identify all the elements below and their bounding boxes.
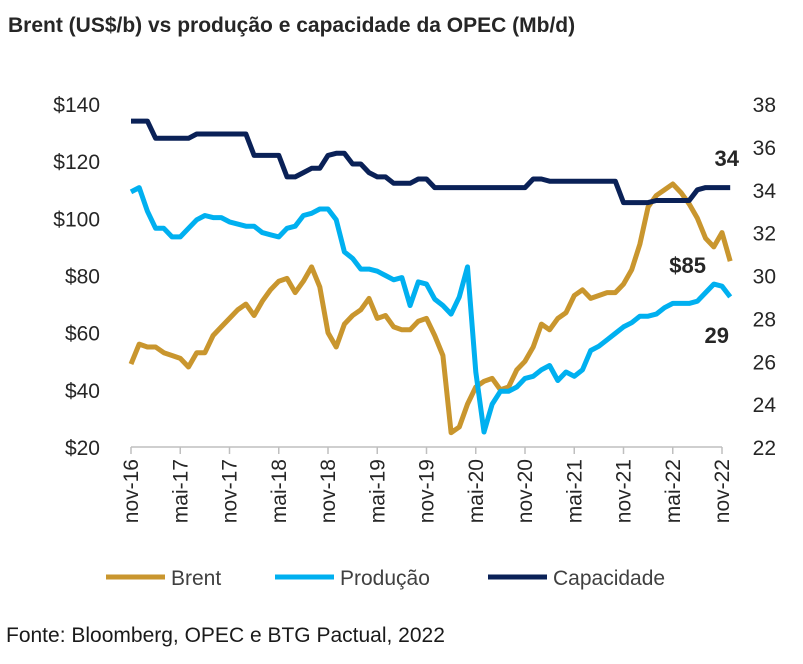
right-tick-label: 32 bbox=[753, 223, 776, 246]
x-tick-label: mai-22 bbox=[662, 459, 685, 523]
left-tick-label: $140 bbox=[53, 94, 100, 117]
left-axis: $20 $40 $60 $80 $100 $120 $140 bbox=[53, 94, 100, 460]
series-line-brent bbox=[128, 181, 733, 436]
series-lines bbox=[128, 118, 733, 436]
series-line-produo bbox=[129, 185, 733, 435]
right-tick-label: 28 bbox=[753, 308, 776, 331]
end-labels: $85 29 34 bbox=[669, 146, 739, 348]
legend-label: Brent bbox=[171, 567, 221, 590]
right-tick-label: 34 bbox=[753, 180, 777, 203]
x-tick-label: nov-18 bbox=[317, 459, 340, 523]
x-tick-label: nov-20 bbox=[514, 459, 537, 523]
x-tick-label: mai-18 bbox=[268, 459, 291, 523]
x-tick-label: mai-20 bbox=[465, 459, 488, 523]
legend: Brent Produção Capacidade bbox=[106, 567, 665, 590]
x-tick-label: mai-19 bbox=[366, 459, 389, 523]
right-axis: 22 24 26 28 30 32 34 36 38 bbox=[753, 94, 777, 460]
legend-label: Capacidade bbox=[553, 567, 665, 590]
left-tick-label: $60 bbox=[65, 323, 100, 346]
x-axis: nov-16 mai-17 nov-17 mai-18 nov-18 mai-19 nov-… bbox=[120, 447, 734, 523]
right-tick-label: 38 bbox=[753, 94, 776, 117]
left-tick-label: $100 bbox=[53, 208, 100, 231]
x-tick-label: mai-21 bbox=[563, 459, 586, 523]
right-tick-label: 24 bbox=[753, 394, 777, 417]
left-tick-label: $40 bbox=[65, 380, 100, 403]
left-tick-label: $120 bbox=[53, 151, 100, 174]
right-tick-label: 36 bbox=[753, 137, 776, 160]
left-tick-label: $20 bbox=[65, 437, 100, 460]
series-line-capacidade bbox=[131, 118, 731, 206]
end-label-capacidade: 34 bbox=[715, 146, 740, 171]
x-tick-label: nov-21 bbox=[613, 459, 636, 523]
source-note: Fonte: Bloomberg, OPEC e BTG Pactual, 20… bbox=[6, 624, 445, 647]
x-tick-label: nov-16 bbox=[120, 459, 143, 523]
x-tick-label: nov-19 bbox=[416, 459, 439, 523]
right-tick-label: 30 bbox=[753, 266, 776, 289]
right-tick-label: 22 bbox=[753, 437, 776, 460]
x-tick-label: nov-17 bbox=[219, 459, 242, 523]
chart-title: Brent (US$/b) vs produção e capacidade d… bbox=[8, 14, 576, 37]
x-tick-label: nov-22 bbox=[711, 459, 734, 523]
right-tick-label: 26 bbox=[753, 351, 776, 374]
left-tick-label: $80 bbox=[65, 266, 100, 289]
legend-label: Produção bbox=[340, 567, 430, 590]
end-label-produo: 29 bbox=[705, 323, 729, 348]
x-tick-label: mai-17 bbox=[169, 459, 192, 523]
end-label-brent: $85 bbox=[669, 253, 706, 278]
